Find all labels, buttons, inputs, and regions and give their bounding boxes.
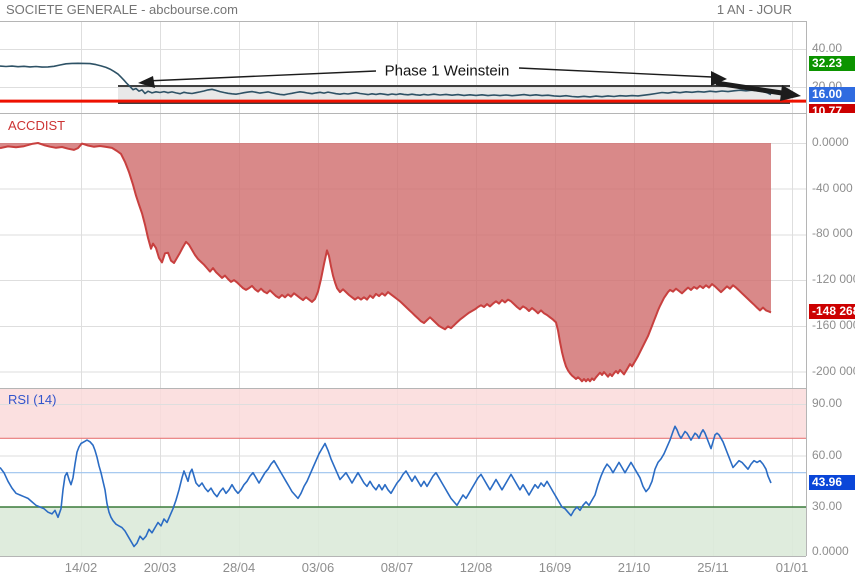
rsi-line <box>0 425 772 548</box>
accdist-line <box>0 142 772 383</box>
thick-arrow-shaft <box>715 80 783 96</box>
accdist-area <box>0 143 771 382</box>
annotation-line-right <box>518 67 713 78</box>
arrowhead-left-icon <box>138 76 155 88</box>
price-series-line <box>0 62 772 98</box>
period-label: 1 AN - JOUR <box>716 2 792 17</box>
rsi-overbought-zone <box>0 388 806 439</box>
annotation-line-left <box>145 70 377 82</box>
rsi-oversold-zone <box>0 507 806 556</box>
page-title: SOCIETE GENERALE - abcbourse.com <box>6 2 238 17</box>
thick-arrowhead-icon <box>780 85 801 101</box>
arrowhead-right-icon <box>711 71 727 86</box>
